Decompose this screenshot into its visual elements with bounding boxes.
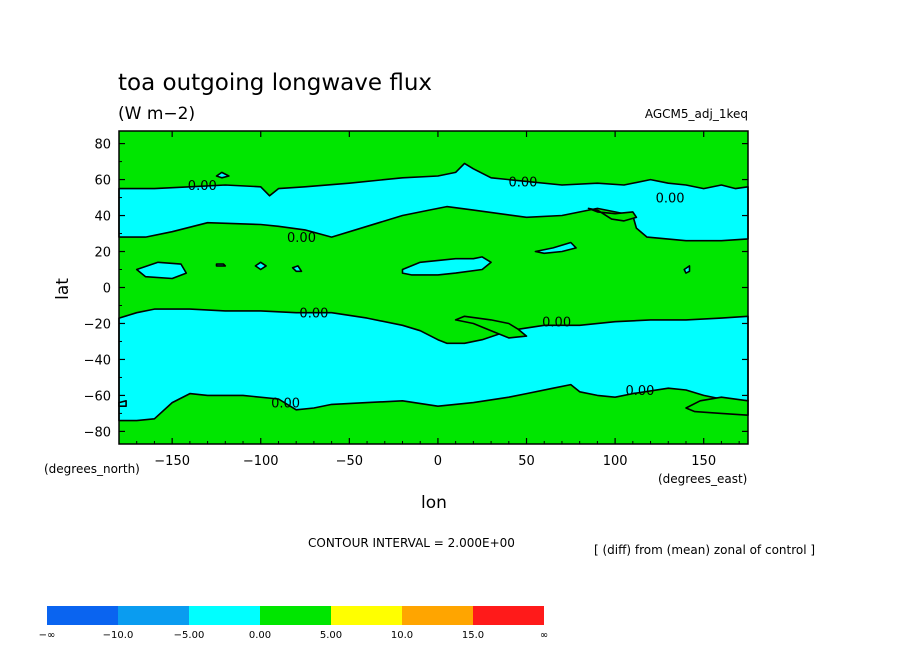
colorbar-label: 10.0 xyxy=(391,630,413,641)
x-tick-label: −150 xyxy=(154,454,190,469)
colorbar: −∞ −10.0 −5.00 0.00 5.00 10.0 15.0 ∞ xyxy=(39,606,548,641)
x-tick-label: 150 xyxy=(691,454,716,469)
colorbar-label: −10.0 xyxy=(103,630,134,641)
experiment-label: AGCM5_adj_1keq xyxy=(645,107,748,121)
y-tick-label: 0 xyxy=(103,282,111,297)
contour-label: 0.00 xyxy=(287,231,316,246)
tropical-cell-west xyxy=(135,261,188,280)
contour-labels: 0.00 0.00 0.00 0.00 0.00 0.00 0.00 0.00 xyxy=(188,175,685,412)
colorbar-segment xyxy=(402,606,473,625)
x-tick-label: −50 xyxy=(336,454,363,469)
tropical-cell-north-east xyxy=(534,241,577,255)
contour-label: 0.00 xyxy=(299,307,328,322)
contour-label: 0.00 xyxy=(542,316,571,331)
colorbar-label: −5.00 xyxy=(174,630,205,641)
contour-label: 0.00 xyxy=(188,179,217,194)
colorbar-label: 15.0 xyxy=(462,630,484,641)
y-tick-label: −20 xyxy=(84,317,111,332)
x-tick-label: −100 xyxy=(243,454,279,469)
chart-title: toa outgoing longwave flux xyxy=(118,70,432,96)
y-tick-label: 40 xyxy=(94,210,111,225)
contour-regions xyxy=(118,162,749,422)
y-tick-label: −80 xyxy=(84,425,111,440)
plot-area: 0.00 0.00 0.00 0.00 0.00 0.00 0.00 0.00 xyxy=(118,130,749,445)
colorbar-label: 0.00 xyxy=(249,630,271,641)
y-axis-unit: (degrees_north) xyxy=(44,462,140,476)
small-cell-b xyxy=(215,263,227,267)
contour-interval-text: CONTOUR INTERVAL = 2.000E+00 xyxy=(308,536,515,550)
y-axis-label: lat xyxy=(53,278,73,300)
chart-units: (W m−2) xyxy=(118,104,195,124)
colorbar-label: 5.00 xyxy=(320,630,342,641)
y-tick-label: 20 xyxy=(94,246,111,261)
contour-label: 0.00 xyxy=(625,384,654,399)
contour-label: 0.00 xyxy=(656,192,685,207)
contour-label: 0.00 xyxy=(271,397,300,412)
x-tick-label: 0 xyxy=(434,454,442,469)
colorbar-label: −∞ xyxy=(39,630,56,641)
colorbar-label: ∞ xyxy=(540,630,548,641)
small-cell-d xyxy=(291,265,303,273)
y-tick-label: 60 xyxy=(94,174,111,189)
colorbar-segment xyxy=(47,606,118,625)
y-tick-label: 80 xyxy=(94,138,111,153)
eastern-gap-in-north-band xyxy=(587,207,638,222)
colorbar-segment xyxy=(189,606,260,625)
y-tick-label: −60 xyxy=(84,389,111,404)
x-axis: −150 −100 −50 0 50 100 150 xyxy=(136,131,740,469)
comparison-note: [ (diff) from (mean) zonal of control ] xyxy=(594,543,815,557)
southern-green-tongue xyxy=(454,315,528,339)
small-cell-e xyxy=(683,265,691,274)
colorbar-segment xyxy=(118,606,189,625)
x-tick-label: 50 xyxy=(518,454,535,469)
small-cell-a xyxy=(215,171,230,179)
southern-negative-band xyxy=(118,308,749,422)
colorbar-segment xyxy=(260,606,331,625)
small-cell-f xyxy=(118,399,127,408)
y-axis: −80 −60 −40 −20 0 20 40 60 80 xyxy=(84,138,748,440)
colorbar-segment xyxy=(473,606,544,625)
contour-label: 0.00 xyxy=(509,175,538,190)
y-tick-label: −40 xyxy=(84,353,111,368)
tropical-cell-central xyxy=(401,256,492,276)
x-axis-label: lon xyxy=(421,493,447,513)
colorbar-segment xyxy=(331,606,402,625)
x-axis-unit: (degrees_east) xyxy=(658,472,747,486)
small-cell-c xyxy=(254,261,267,271)
x-tick-label: 100 xyxy=(603,454,628,469)
northern-negative-band xyxy=(118,162,749,242)
